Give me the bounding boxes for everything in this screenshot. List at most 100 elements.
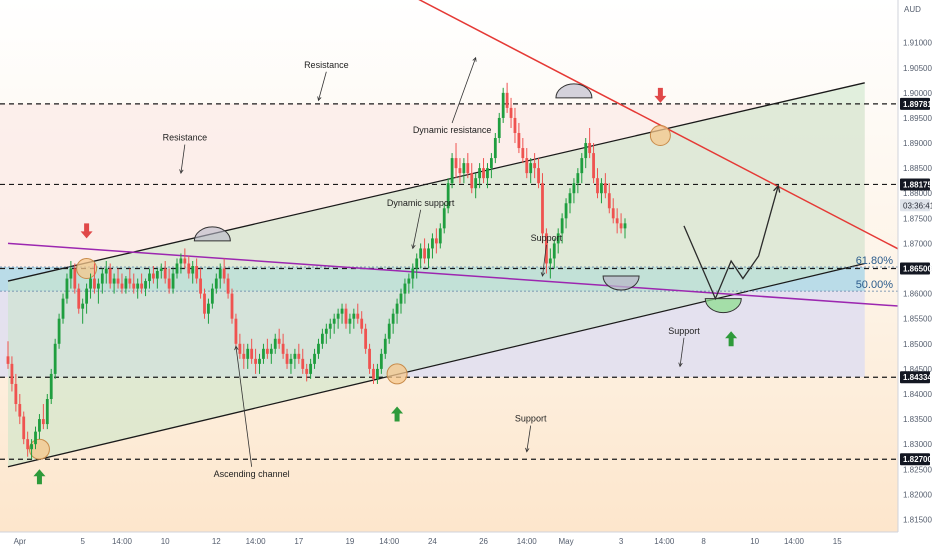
candle-body[interactable]	[446, 183, 450, 209]
dynamic-support-line[interactable]	[7, 242, 901, 307]
candle-body[interactable]	[486, 168, 489, 179]
candle-body[interactable]	[376, 368, 379, 379]
candle-body[interactable]	[120, 283, 124, 289]
candle-body[interactable]	[603, 183, 607, 194]
candle-body[interactable]	[285, 353, 289, 364]
candle-body[interactable]	[545, 233, 548, 264]
candle-body[interactable]	[344, 308, 348, 324]
candle-body[interactable]	[340, 308, 344, 314]
candle-body[interactable]	[501, 92, 505, 118]
candle-body[interactable]	[262, 348, 265, 359]
candle-body[interactable]	[301, 358, 305, 369]
candle-body[interactable]	[246, 348, 250, 359]
candle-body[interactable]	[556, 233, 560, 244]
candle-body[interactable]	[210, 288, 214, 304]
candle-body[interactable]	[199, 278, 202, 294]
candle-body[interactable]	[26, 439, 30, 450]
candle-body[interactable]	[368, 348, 371, 369]
candle-body[interactable]	[108, 268, 112, 284]
candle-body[interactable]	[258, 358, 261, 364]
candle-body[interactable]	[403, 283, 407, 294]
candle-body[interactable]	[517, 133, 521, 149]
candle-body[interactable]	[96, 283, 100, 289]
candle-body[interactable]	[100, 273, 104, 284]
channel-lower-line[interactable]	[7, 262, 865, 468]
candle-body[interactable]	[57, 318, 61, 344]
candle-body[interactable]	[407, 278, 411, 284]
candle-body[interactable]	[572, 183, 576, 194]
candle-body[interactable]	[61, 298, 65, 319]
candle-body[interactable]	[30, 444, 33, 450]
candle-body[interactable]	[163, 268, 167, 279]
candle-body[interactable]	[584, 143, 588, 159]
candle-body[interactable]	[462, 163, 466, 174]
candle-body[interactable]	[596, 178, 599, 194]
candle-body[interactable]	[297, 353, 301, 359]
candle-body[interactable]	[364, 328, 368, 349]
candle-body[interactable]	[112, 278, 116, 284]
candle-body[interactable]	[89, 278, 92, 289]
candle-body[interactable]	[615, 218, 619, 224]
candle-body[interactable]	[152, 273, 155, 279]
candle-body[interactable]	[242, 353, 246, 359]
candle-body[interactable]	[576, 173, 580, 184]
candle-body[interactable]	[69, 268, 73, 279]
candle-body[interactable]	[356, 313, 360, 319]
candle-body[interactable]	[171, 273, 175, 289]
candle-body[interactable]	[529, 163, 533, 174]
candle-body[interactable]	[607, 193, 611, 209]
candle-body[interactable]	[431, 238, 434, 249]
candle-body[interactable]	[155, 271, 159, 279]
candle-body[interactable]	[336, 313, 340, 319]
candle-body[interactable]	[254, 358, 257, 364]
candle-body[interactable]	[136, 283, 140, 289]
candle-body[interactable]	[560, 218, 564, 234]
candle-body[interactable]	[53, 343, 57, 374]
candle-body[interactable]	[269, 348, 273, 354]
channel-upper-line[interactable]	[7, 82, 865, 282]
candle-body[interactable]	[22, 416, 26, 440]
candle-body[interactable]	[568, 193, 572, 204]
candle-body[interactable]	[65, 278, 69, 299]
candle-body[interactable]	[183, 258, 187, 264]
candle-body[interactable]	[379, 353, 383, 369]
candle-body[interactable]	[399, 293, 403, 304]
candle-body[interactable]	[533, 163, 537, 169]
candle-body[interactable]	[238, 343, 242, 354]
candle-body[interactable]	[324, 328, 328, 334]
candle-body[interactable]	[132, 283, 136, 289]
candle-body[interactable]	[309, 363, 313, 374]
candle-body[interactable]	[250, 348, 254, 359]
candle-body[interactable]	[419, 248, 423, 259]
candle-body[interactable]	[159, 268, 163, 272]
candle-body[interactable]	[348, 318, 352, 324]
candle-body[interactable]	[505, 92, 509, 108]
candle-body[interactable]	[391, 313, 395, 324]
candle-body[interactable]	[423, 248, 426, 259]
candle-body[interactable]	[230, 293, 234, 319]
candle-body[interactable]	[187, 263, 191, 274]
candle-body[interactable]	[521, 148, 525, 159]
candle-body[interactable]	[619, 223, 623, 229]
candle-body[interactable]	[305, 368, 309, 374]
candle-body[interactable]	[104, 268, 108, 274]
candle-body[interactable]	[273, 338, 277, 349]
candle-body[interactable]	[600, 183, 603, 194]
candle-body[interactable]	[360, 318, 364, 329]
candle-body[interactable]	[179, 258, 183, 264]
candle-body[interactable]	[38, 419, 41, 432]
candle-body[interactable]	[478, 168, 481, 179]
candle-body[interactable]	[313, 353, 316, 364]
candle-body[interactable]	[93, 278, 96, 289]
candle-body[interactable]	[470, 173, 474, 189]
candle-body[interactable]	[537, 168, 540, 184]
candle-body[interactable]	[592, 153, 595, 179]
candle-body[interactable]	[85, 288, 88, 304]
candle-body[interactable]	[352, 313, 356, 319]
candle-body[interactable]	[175, 263, 179, 274]
candle-body[interactable]	[611, 208, 615, 219]
candle-body[interactable]	[277, 338, 281, 344]
candle-body[interactable]	[234, 318, 238, 344]
candle-body[interactable]	[489, 158, 493, 169]
